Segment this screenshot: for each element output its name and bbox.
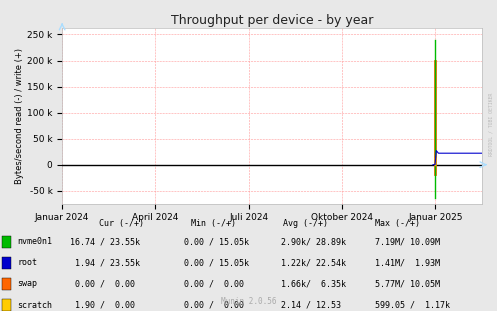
Text: Avg (-/+): Avg (-/+) xyxy=(283,219,328,228)
Text: 0.00 /  0.00: 0.00 / 0.00 xyxy=(184,280,244,288)
Text: nvme0n1: nvme0n1 xyxy=(17,237,52,246)
Text: 599.05 /  1.17k: 599.05 / 1.17k xyxy=(375,301,450,309)
Y-axis label: Bytes/second read (-) / write (+): Bytes/second read (-) / write (+) xyxy=(15,48,24,184)
Text: 7.19M/ 10.09M: 7.19M/ 10.09M xyxy=(375,237,440,246)
Text: 1.41M/  1.93M: 1.41M/ 1.93M xyxy=(375,258,440,267)
Text: 0.00 / 15.05k: 0.00 / 15.05k xyxy=(184,258,249,267)
Text: 1.94 / 23.55k: 1.94 / 23.55k xyxy=(70,258,140,267)
Title: Throughput per device - by year: Throughput per device - by year xyxy=(171,14,373,27)
Text: 0.00 /  0.00: 0.00 / 0.00 xyxy=(184,301,244,309)
Text: swap: swap xyxy=(17,280,37,288)
Text: 16.74 / 23.55k: 16.74 / 23.55k xyxy=(70,237,140,246)
Text: 5.77M/ 10.05M: 5.77M/ 10.05M xyxy=(375,280,440,288)
Text: Min (-/+): Min (-/+) xyxy=(191,219,236,228)
Text: 2.90k/ 28.89k: 2.90k/ 28.89k xyxy=(281,237,346,246)
Text: 1.22k/ 22.54k: 1.22k/ 22.54k xyxy=(281,258,346,267)
Text: Munin 2.0.56: Munin 2.0.56 xyxy=(221,297,276,306)
Text: 2.14 / 12.53: 2.14 / 12.53 xyxy=(281,301,341,309)
Text: 1.90 /  0.00: 1.90 / 0.00 xyxy=(70,301,135,309)
Text: 0.00 /  0.00: 0.00 / 0.00 xyxy=(70,280,135,288)
Text: 1.66k/  6.35k: 1.66k/ 6.35k xyxy=(281,280,346,288)
Text: 0.00 / 15.05k: 0.00 / 15.05k xyxy=(184,237,249,246)
Text: Cur (-/+): Cur (-/+) xyxy=(99,219,144,228)
Text: RRDTOOL / TOBI OETIKER: RRDTOOL / TOBI OETIKER xyxy=(489,93,494,156)
Text: root: root xyxy=(17,258,37,267)
Text: scratch: scratch xyxy=(17,301,52,309)
Text: Max (-/+): Max (-/+) xyxy=(375,219,420,228)
